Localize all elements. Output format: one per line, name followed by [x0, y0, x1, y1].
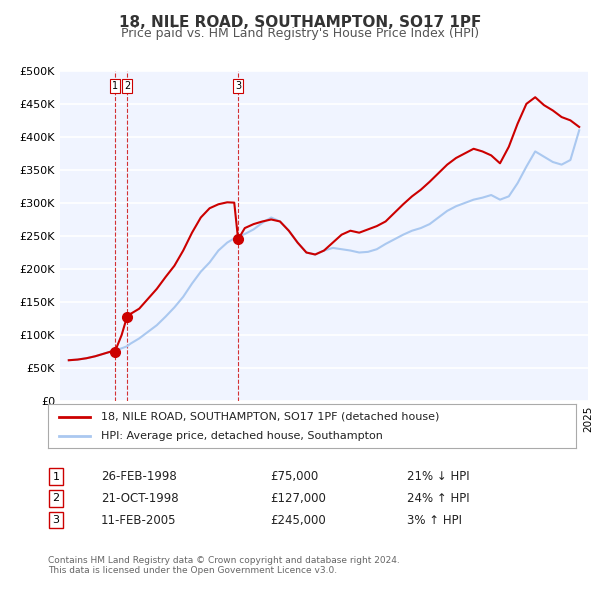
Text: 2: 2 — [124, 81, 130, 91]
Text: £245,000: £245,000 — [270, 514, 326, 527]
Text: 11-FEB-2005: 11-FEB-2005 — [101, 514, 176, 527]
Text: HPI: Average price, detached house, Southampton: HPI: Average price, detached house, Sout… — [101, 431, 383, 441]
Text: 21% ↓ HPI: 21% ↓ HPI — [407, 470, 470, 483]
Text: 2: 2 — [52, 493, 59, 503]
Text: Price paid vs. HM Land Registry's House Price Index (HPI): Price paid vs. HM Land Registry's House … — [121, 27, 479, 40]
Text: 3: 3 — [235, 81, 241, 91]
Text: 3: 3 — [52, 515, 59, 525]
Text: 26-FEB-1998: 26-FEB-1998 — [101, 470, 176, 483]
Text: 21-OCT-1998: 21-OCT-1998 — [101, 492, 178, 505]
Text: 1: 1 — [112, 81, 118, 91]
Text: 24% ↑ HPI: 24% ↑ HPI — [407, 492, 470, 505]
Text: 18, NILE ROAD, SOUTHAMPTON, SO17 1PF: 18, NILE ROAD, SOUTHAMPTON, SO17 1PF — [119, 15, 481, 30]
Text: 3% ↑ HPI: 3% ↑ HPI — [407, 514, 462, 527]
Text: 1: 1 — [52, 472, 59, 481]
Text: Contains HM Land Registry data © Crown copyright and database right 2024.
This d: Contains HM Land Registry data © Crown c… — [48, 556, 400, 575]
Text: 18, NILE ROAD, SOUTHAMPTON, SO17 1PF (detached house): 18, NILE ROAD, SOUTHAMPTON, SO17 1PF (de… — [101, 412, 439, 421]
Text: £75,000: £75,000 — [270, 470, 318, 483]
Text: £127,000: £127,000 — [270, 492, 326, 505]
